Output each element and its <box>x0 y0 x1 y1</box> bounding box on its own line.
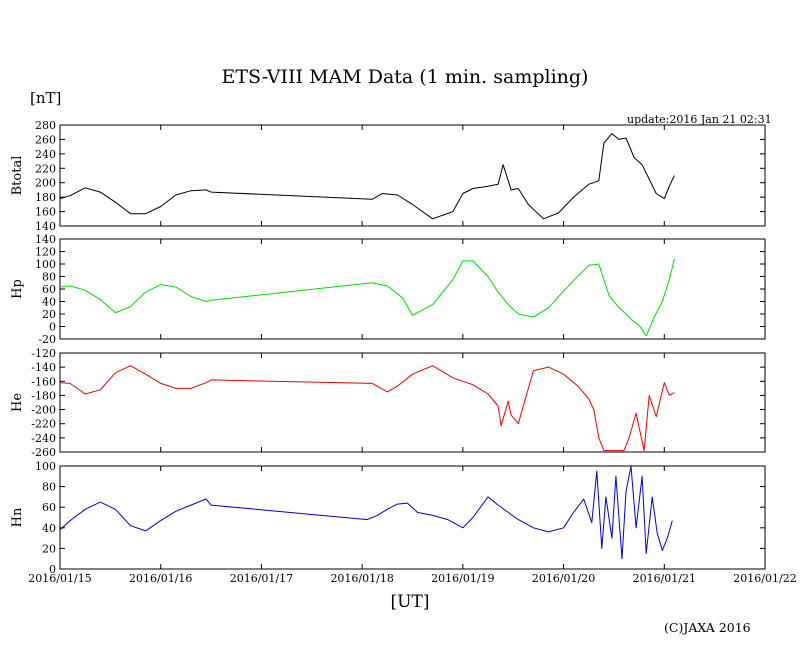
panel-label-hn: Hn <box>10 507 25 527</box>
y-tick-label-hp: 20 <box>42 308 56 321</box>
panel-frame-hn <box>59 465 766 570</box>
y-tick-label-btotal: 220 <box>35 162 56 175</box>
y-tick-label-hp: 120 <box>35 246 56 259</box>
x-tick-label: 2016/01/17 <box>230 572 293 585</box>
y-tick-label-hp: 40 <box>42 296 56 309</box>
panel-label-btotal: Btotal <box>10 156 25 196</box>
x-tick-label: 2016/01/20 <box>532 572 595 585</box>
y-tick-label-btotal: 240 <box>35 148 56 161</box>
series-line-he <box>59 365 675 452</box>
y-tick-label-hn: 100 <box>35 460 56 473</box>
y-tick-label-btotal: 200 <box>35 177 56 190</box>
panel-frame-he <box>59 352 766 453</box>
x-tick-label: 2016/01/22 <box>733 572 796 585</box>
y-tick-label-hn: 80 <box>42 481 56 494</box>
y-tick-label-he: -200 <box>31 404 56 417</box>
y-tick-label-hp: 0 <box>49 321 56 334</box>
panel-label-hp: Hp <box>10 279 25 299</box>
x-tick-label: 2016/01/16 <box>129 572 192 585</box>
y-tick-label-hn: 0 <box>49 563 56 576</box>
y-tick-label-btotal: 160 <box>35 206 56 219</box>
y-tick-label-he: -160 <box>31 375 56 388</box>
copyright-notice: (C)JAXA 2016 <box>664 620 751 635</box>
panel-label-he: He <box>10 393 25 412</box>
unit-label: [nT] <box>30 89 62 107</box>
y-tick-label-btotal: 180 <box>35 191 56 204</box>
y-tick-label-hn: 60 <box>42 501 56 514</box>
update-timestamp: update:2016 Jan 21 02:31 <box>627 113 772 126</box>
y-tick-label-he: -180 <box>31 389 56 402</box>
x-tick-label: 2016/01/21 <box>633 572 696 585</box>
y-tick-label-hp: -20 <box>38 333 56 346</box>
x-tick-label: 2016/01/18 <box>330 572 393 585</box>
series-line-hn <box>59 465 673 560</box>
x-axis-label: [UT] <box>390 592 430 612</box>
panel-frame-hp <box>59 238 766 340</box>
y-tick-label-hp: 60 <box>42 283 56 296</box>
y-tick-label-hp: 100 <box>35 258 56 271</box>
y-tick-label-he: -260 <box>31 446 56 459</box>
y-tick-label-btotal: 280 <box>35 119 56 132</box>
y-tick-label-he: -120 <box>31 347 56 360</box>
y-tick-label-hp: 140 <box>35 233 56 246</box>
y-tick-label-he: -220 <box>31 418 56 431</box>
y-tick-label-he: -240 <box>31 432 56 445</box>
y-tick-label-he: -140 <box>31 361 56 374</box>
chart-title: ETS-VIII MAM Data (1 min. sampling) <box>221 66 589 88</box>
y-tick-label-btotal: 260 <box>35 133 56 146</box>
series-line-hp <box>59 258 675 337</box>
y-tick-label-hp: 80 <box>42 271 56 284</box>
y-tick-label-hn: 20 <box>42 542 56 555</box>
panel-frame-btotal <box>59 124 766 227</box>
series-line-btotal <box>59 133 675 220</box>
x-tick-label: 2016/01/19 <box>431 572 494 585</box>
y-tick-label-btotal: 140 <box>35 220 56 233</box>
y-tick-label-hn: 40 <box>42 522 56 535</box>
x-tick-label: 2016/01/15 <box>28 572 91 585</box>
